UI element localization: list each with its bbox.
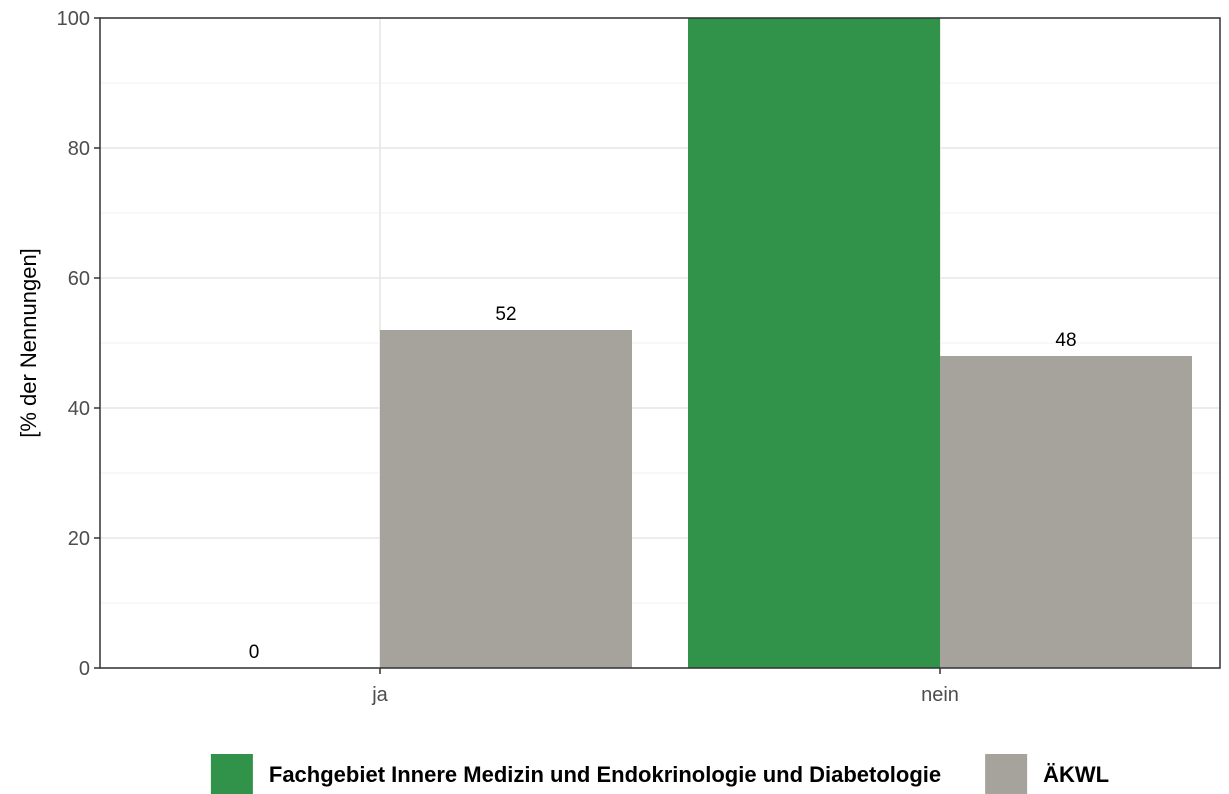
bar-value-label: 0 — [249, 642, 260, 663]
y-tick-label: 100 — [57, 8, 90, 30]
bar — [688, 18, 940, 668]
x-tick-label: ja — [371, 684, 388, 706]
y-tick-label: 40 — [68, 398, 90, 420]
bar-value-label: 52 — [495, 304, 516, 325]
legend-swatch — [985, 754, 1028, 794]
x-axis-ticks: ja nein — [371, 668, 959, 706]
legend: Fachgebiet Innere Medizin und Endokrinol… — [210, 754, 1109, 794]
bars — [380, 18, 1192, 668]
bar — [380, 330, 632, 668]
y-tick-label: 0 — [79, 658, 90, 680]
y-tick-label: 80 — [68, 138, 90, 160]
x-tick-label: nein — [921, 684, 959, 706]
legend-item: ÄKWL — [985, 754, 1109, 794]
axes — [99, 17, 1221, 669]
plot-border — [99, 17, 1221, 669]
legend-swatch — [210, 754, 253, 794]
bar-value-labels: 0 52 48 — [249, 304, 1077, 663]
y-tick-label: 20 — [68, 528, 90, 550]
legend-label: ÄKWL — [1043, 762, 1109, 787]
legend-item: Fachgebiet Innere Medizin und Endokrinol… — [210, 754, 941, 794]
bar-value-label: 48 — [1055, 330, 1076, 351]
bar — [940, 356, 1192, 668]
y-axis-ticks: 0 20 40 60 80 100 — [57, 8, 100, 680]
y-tick-label: 60 — [68, 268, 90, 290]
legend-label: Fachgebiet Innere Medizin und Endokrinol… — [269, 762, 941, 787]
y-axis-title: [% der Nennungen] — [16, 248, 41, 438]
